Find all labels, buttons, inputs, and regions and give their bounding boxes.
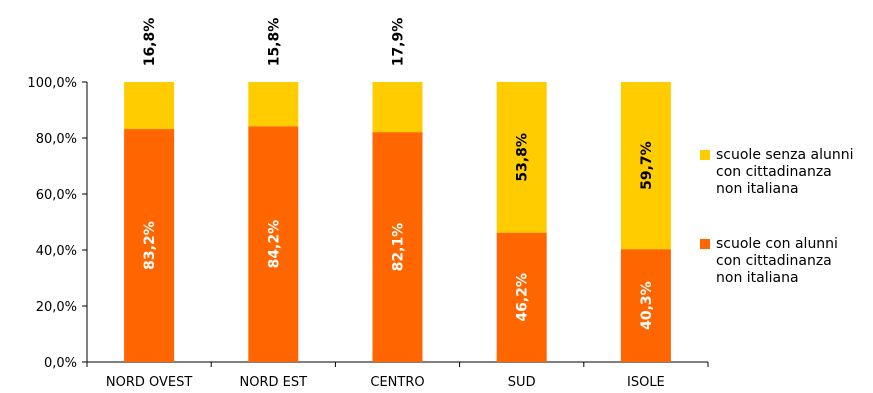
bar-segment-con [620, 249, 671, 362]
y-tick-label: 0,0% [44, 356, 77, 371]
bar-segment-senza [496, 82, 547, 233]
bar-segment-con [124, 129, 175, 362]
legend-label-senza-line2: con cittadinanza [716, 164, 832, 180]
x-tick-label: NORD EST [240, 375, 308, 390]
bar-data-label-con: 83,2% [142, 221, 158, 270]
y-tick-label: 80,0% [36, 132, 77, 147]
legend: scuole senza alunni con cittadinanza non… [700, 147, 873, 198]
y-tick-label: 100,0% [27, 76, 77, 91]
y-tick-label: 60,0% [36, 188, 77, 203]
bars [124, 82, 671, 363]
x-tick-label: ISOLE [627, 375, 665, 390]
bar-data-label-con: 84,2% [266, 220, 282, 269]
bar-segment-senza [248, 82, 299, 127]
axes: 0,0% 20,0% 40,0% 60,0% 80,0% 100,0% NORD OVEST… [27, 76, 709, 390]
legend-label-senza-line1: scuole senza alunni [716, 147, 854, 163]
bar-data-label-senza: 53,8% [515, 133, 531, 182]
x-tick-label: SUD [508, 375, 536, 390]
x-tick-label: CENTRO [370, 375, 424, 390]
legend-swatch-senza [700, 150, 710, 160]
legend-item-con: scuole con alunni con cittadinanza non i… [700, 236, 873, 287]
bar-segment-senza [124, 82, 175, 130]
bar-data-label-senza: 17,9% [391, 18, 407, 67]
legend-swatch-con [700, 239, 710, 249]
legend-2: scuole con alunni con cittadinanza non i… [700, 236, 873, 287]
y-tick-label: 20,0% [36, 300, 77, 315]
bar-data-label-con: 40,3% [639, 281, 655, 330]
legend-label-con-line1: scuole con alunni [716, 236, 838, 252]
bar-data-label-con: 46,2% [515, 273, 531, 322]
legend-label-con-line2: con cittadinanza [716, 253, 832, 269]
bar-data-label-senza: 15,8% [266, 18, 282, 67]
bar-segment-senza [372, 82, 423, 133]
bar-segment-con [372, 132, 423, 362]
legend-label-senza-line3: non italiana [716, 181, 799, 197]
bar-segment-con [248, 126, 299, 363]
y-tick-label: 40,0% [36, 244, 77, 259]
x-tick-label: NORD OVEST [106, 375, 192, 390]
bar-data-label-senza: 16,8% [142, 18, 158, 67]
legend-label-con-line3: non italiana [716, 270, 799, 286]
bar-data-label-senza: 59,7% [639, 141, 655, 190]
bar-labels: 83,2% 16,8% 84,2% 15,8% 82,1% 17,9% 46,2% 53,8%… [142, 18, 655, 330]
bar-segment-con [496, 232, 547, 362]
legend-item-senza: scuole senza alunni con cittadinanza non… [700, 147, 873, 198]
bar-data-label-con: 82,1% [391, 223, 407, 272]
bar-segment-senza [620, 82, 671, 250]
